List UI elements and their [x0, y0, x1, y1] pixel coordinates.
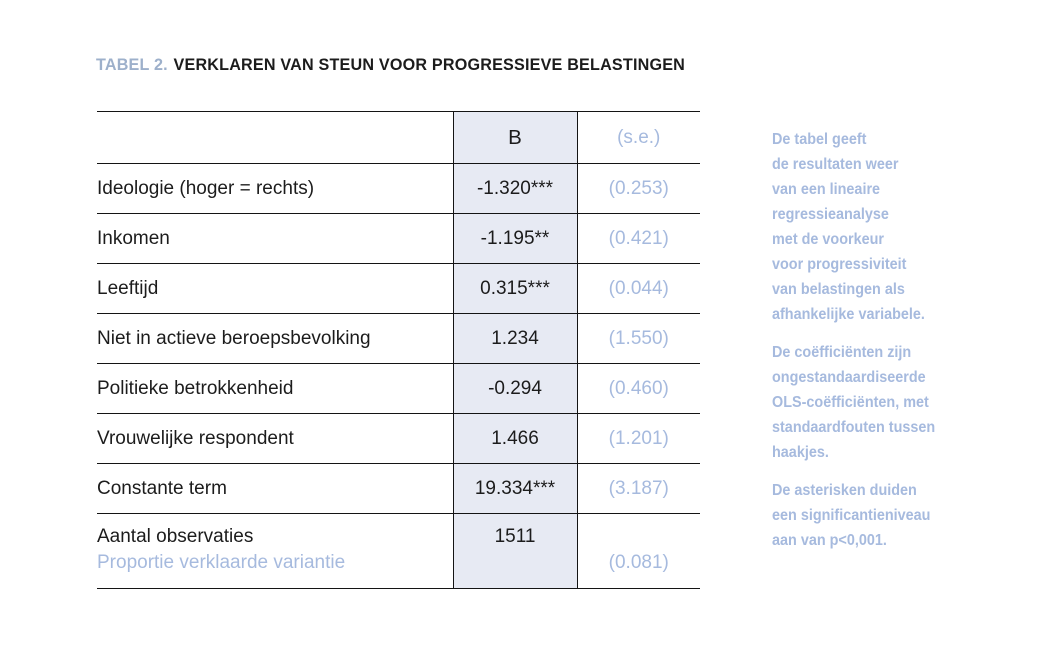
row-variable-label: Leeftijd — [97, 263, 453, 314]
row-standard-error-value: (0.460) — [577, 363, 700, 414]
footer-standard-error-cell: (0.081) — [577, 513, 700, 589]
row-standard-error-value: (0.044) — [577, 263, 700, 314]
row-variable-label: Inkomen — [97, 213, 453, 264]
regression-results-table: B (s.e.) Ideologie (hoger = rechts) -1.3… — [97, 111, 700, 589]
row-standard-error-value: (0.421) — [577, 213, 700, 264]
note-significance: De asterisken duiden een significantieni… — [772, 482, 931, 549]
table-footer-row: Aantal observaties Proportie verklaarde … — [97, 513, 700, 589]
row-variable-label: Ideologie (hoger = rechts) — [97, 163, 453, 214]
row-variable-label: Vrouwelijke respondent — [97, 413, 453, 464]
row-variable-label: Constante term — [97, 463, 453, 514]
table-row: Leeftijd 0.315*** (0.044) — [97, 263, 700, 314]
note-dependent-variable: De tabel geeft de resultaten weer van ee… — [772, 131, 925, 323]
table-row: Politieke betrokkenheid -0.294 (0.460) — [97, 363, 700, 414]
annotation-sidebar: De tabel geeft de resultaten weer van ee… — [772, 127, 961, 566]
row-coefficient-value: 0.315*** — [452, 263, 578, 314]
row-coefficient-value: -1.320*** — [452, 163, 578, 214]
footer-observations-label: Aantal observaties — [97, 526, 254, 547]
footer-variance-label: Proportie verklaarde variantie — [97, 552, 346, 573]
row-standard-error-value: (3.187) — [577, 463, 700, 514]
table-number-label: TABEL 2. — [96, 55, 168, 74]
table-row: Vrouwelijke respondent 1.466 (1.201) — [97, 413, 700, 464]
footer-label-cell: Aantal observaties Proportie verklaarde … — [97, 513, 453, 589]
footer-observations-value: 1511 — [494, 526, 536, 547]
header-standard-error-column: (s.e.) — [577, 111, 700, 164]
row-standard-error-value: (0.253) — [577, 163, 700, 214]
row-variable-label: Politieke betrokkenheid — [97, 363, 453, 414]
row-coefficient-value: 19.334*** — [452, 463, 578, 514]
table-title-text: VERKLAREN VAN STEUN VOOR PROGRESSIEVE BE… — [173, 55, 686, 74]
table-row: Ideologie (hoger = rechts) -1.320*** (0.… — [97, 163, 700, 214]
table-row: Niet in actieve beroepsbevolking 1.234 (… — [97, 313, 700, 364]
table-title: TABEL 2. VERKLAREN VAN STEUN VOOR PROGRES… — [96, 55, 685, 75]
note-coefficients: De coëfficiënten zijn ongestandaardiseer… — [772, 344, 936, 461]
table-row: Constante term 19.334*** (3.187) — [97, 463, 700, 514]
row-coefficient-value: 1.234 — [452, 313, 578, 364]
header-coefficient-column: B — [452, 111, 578, 164]
row-coefficient-value: -0.294 — [452, 363, 578, 414]
footer-coefficient-cell: 1511 — [452, 513, 578, 589]
row-variable-label: Niet in actieve beroepsbevolking — [97, 313, 453, 364]
row-coefficient-value: -1.195** — [452, 213, 578, 264]
table-header-row: B (s.e.) — [97, 111, 700, 164]
table-row: Inkomen -1.195** (0.421) — [97, 213, 700, 264]
footer-variance-value: (0.081) — [608, 552, 669, 573]
header-empty-cell — [97, 111, 453, 164]
row-standard-error-value: (1.201) — [577, 413, 700, 464]
row-coefficient-value: 1.466 — [452, 413, 578, 464]
row-standard-error-value: (1.550) — [577, 313, 700, 364]
